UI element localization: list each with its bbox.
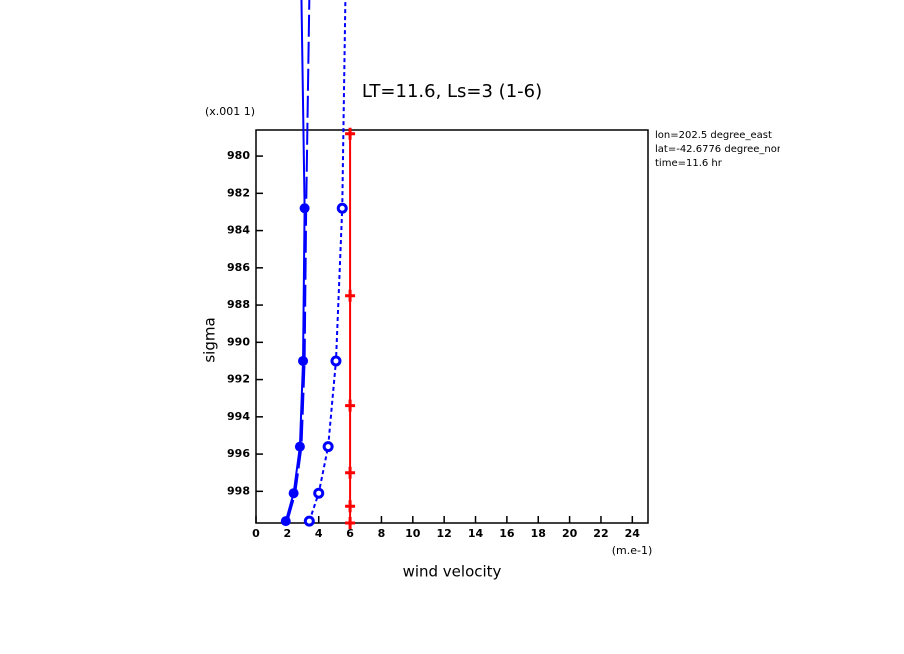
x-tick-label: 10	[405, 527, 421, 540]
plot-frame	[255, 129, 649, 524]
profile-line	[286, 0, 311, 522]
x-tick-label: 0	[252, 527, 260, 540]
marker	[294, 441, 305, 452]
y-tick-label: 984	[227, 224, 250, 237]
marker	[299, 203, 310, 214]
y-tick-label: 988	[227, 298, 250, 311]
annotations: lon=202.5 degree_east lat=-42.6776 degre…	[655, 130, 791, 169]
y-tick-label: 980	[227, 149, 250, 162]
x-tick-label: 12	[437, 527, 452, 540]
marker	[298, 355, 309, 366]
marker	[336, 202, 348, 214]
x-axis-label: wind velocity	[403, 563, 502, 581]
annotation: lon=202.5 degree_east	[655, 130, 772, 141]
y-tick-label: 990	[227, 335, 250, 348]
marker	[345, 399, 356, 412]
x-tick-label: 2	[284, 527, 292, 540]
x-unit: (m.e-1)	[612, 544, 653, 557]
y-tick-label: 986	[227, 261, 250, 274]
y-tick-label: 996	[227, 447, 250, 460]
x-tick-label: 22	[593, 527, 608, 540]
x-tick-label: 18	[531, 527, 546, 540]
marker	[345, 500, 356, 513]
marker	[345, 466, 356, 479]
x-tick-label: 4	[315, 527, 323, 540]
y-tick-label: 998	[227, 484, 250, 497]
x-tick-label: 6	[346, 527, 354, 540]
annotation: time=11.6 hr	[655, 158, 723, 169]
marker	[322, 441, 334, 453]
y-tick-label: 994	[227, 410, 250, 423]
marker	[345, 127, 356, 140]
marker	[345, 517, 356, 529]
x-tick-label: 16	[499, 527, 515, 540]
marker	[303, 515, 315, 527]
y-tick-label: 992	[227, 373, 250, 386]
y-axis-label: sigma	[201, 317, 219, 362]
y-tick-label: 982	[227, 186, 250, 199]
marker	[313, 487, 325, 499]
chart-title: LT=11.6, Ls=3 (1-6)	[362, 81, 542, 102]
annotation: lat=-42.6776 degree_north	[655, 144, 791, 155]
y-scale-note: (x.001 1)	[205, 105, 255, 118]
x-tick-label: 8	[378, 527, 386, 540]
marker	[330, 355, 342, 367]
x-tick-label: 14	[468, 527, 484, 540]
marker	[345, 289, 356, 302]
marker	[288, 488, 299, 499]
x-tick-label: 20	[562, 527, 578, 540]
x-tick-label: 24	[625, 527, 641, 540]
